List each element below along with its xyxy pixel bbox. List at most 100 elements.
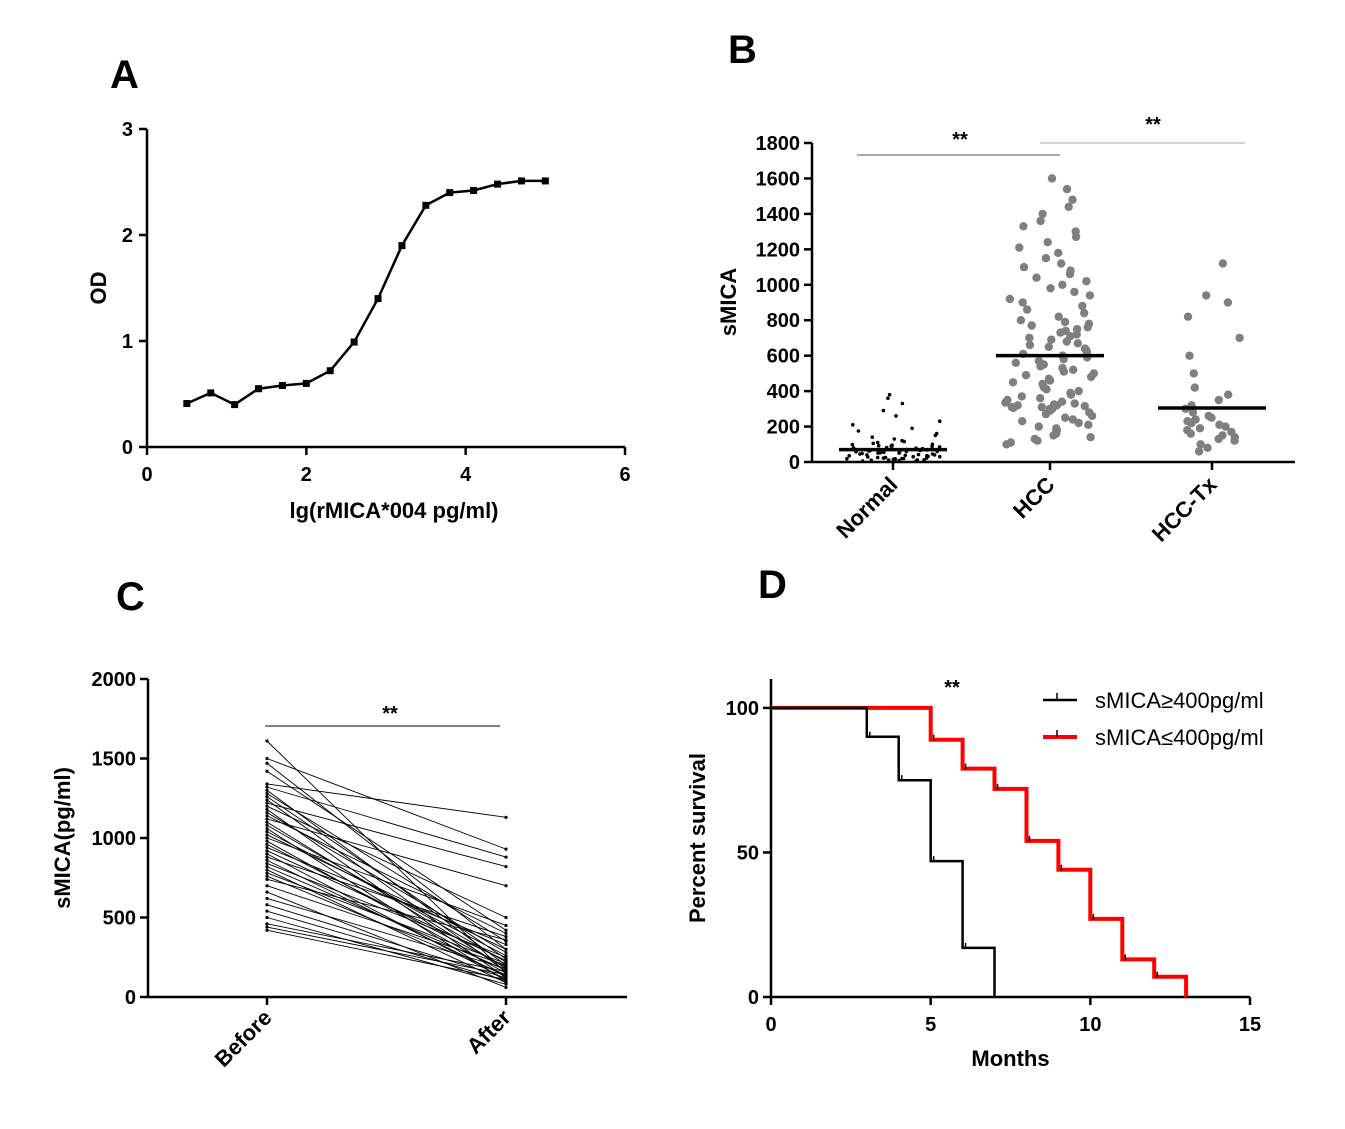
data-point	[1190, 383, 1200, 392]
data-point	[845, 457, 849, 461]
significance-label: **	[952, 129, 968, 151]
pair-line	[266, 805, 507, 918]
data-point	[504, 931, 508, 936]
pair-line	[266, 910, 507, 982]
data-point	[1027, 321, 1036, 330]
y-tick-label: 1200	[756, 239, 801, 261]
pair-line	[266, 802, 507, 868]
x-tick-label: 10	[1079, 1014, 1101, 1036]
data-point	[869, 458, 873, 463]
pair-line	[266, 847, 507, 945]
y-tick-label: 0	[122, 437, 133, 459]
data-point	[265, 769, 269, 773]
data-point	[265, 896, 269, 901]
significance-label: **	[382, 703, 398, 725]
data-point	[265, 823, 269, 827]
data-point	[265, 877, 269, 881]
pair-line	[266, 786, 507, 858]
y-tick-label: 200	[767, 417, 800, 439]
data-point	[938, 454, 942, 459]
data-point	[265, 782, 269, 786]
y-tick-label: 0	[125, 987, 136, 1009]
pair-line	[266, 856, 507, 938]
data-point	[265, 820, 269, 824]
data-point	[265, 788, 269, 792]
y-tick-label: 3	[122, 119, 133, 141]
data-point	[504, 973, 508, 977]
data-point	[1183, 417, 1192, 426]
panel-c-chart: 0 500 1000 1500 2000 Before After sMICA(pg/ml) *…	[50, 669, 627, 1072]
data-point	[446, 189, 454, 197]
data-point	[1080, 344, 1090, 353]
data-point	[398, 242, 406, 250]
data-point	[265, 810, 269, 815]
data-point	[1030, 434, 1040, 444]
data-point	[504, 934, 508, 939]
data-point	[1032, 273, 1041, 282]
data-point	[1183, 312, 1193, 321]
pair-line	[266, 796, 507, 960]
data-point	[1021, 371, 1031, 380]
data-point	[1080, 402, 1090, 411]
data-point	[1034, 422, 1044, 431]
pair-line	[266, 897, 507, 969]
data-point	[1086, 433, 1095, 442]
data-point	[265, 739, 269, 743]
data-point	[900, 438, 904, 443]
data-point	[1041, 254, 1051, 263]
data-point	[1043, 238, 1052, 247]
y-tick-label: 0	[748, 987, 759, 1009]
data-point	[1071, 227, 1080, 236]
data-point	[265, 915, 269, 920]
data-point	[1011, 358, 1020, 367]
data-point	[494, 180, 502, 188]
data-point	[1189, 369, 1199, 378]
data-point	[1073, 339, 1083, 348]
data-point	[1034, 356, 1044, 366]
data-point	[886, 458, 891, 463]
data-point	[1194, 447, 1204, 456]
data-point	[504, 915, 508, 920]
pair-line	[266, 929, 507, 980]
data-point	[1080, 308, 1089, 318]
data-point	[925, 454, 929, 458]
data-point	[504, 923, 508, 928]
data-point	[900, 401, 905, 406]
data-point	[915, 458, 920, 462]
pair-line	[266, 923, 507, 973]
pair-line	[266, 799, 507, 972]
data-point	[1037, 402, 1047, 412]
data-point	[1060, 317, 1070, 327]
data-point	[265, 836, 269, 840]
data-point	[1082, 277, 1091, 286]
data-point	[1202, 291, 1211, 300]
data-point	[265, 868, 269, 872]
legend-label: sMICA≤400pg/ml	[1095, 725, 1264, 750]
data-point	[504, 958, 508, 963]
data-point	[1015, 243, 1024, 252]
y-axis-title: sMICA(pg/ml)	[50, 767, 75, 909]
data-point	[517, 177, 525, 185]
data-point	[1008, 378, 1018, 387]
data-point	[1069, 365, 1078, 374]
data-point	[850, 442, 855, 447]
panel-b-chart: 0 200 400 600 800 1000 1200 1400 1600 1800 Normal H…	[716, 114, 1295, 547]
y-tick-label: 0	[789, 452, 800, 474]
pair-line	[266, 885, 507, 966]
pair-line	[266, 815, 507, 934]
x-tick-label: HCC	[1008, 472, 1059, 523]
pair-line	[266, 758, 507, 850]
data-point	[504, 966, 508, 970]
data-point	[265, 909, 269, 913]
x-tick-label: 0	[141, 464, 152, 486]
x-tick-label: Before	[210, 1005, 277, 1072]
data-point	[1078, 301, 1087, 311]
data-point	[470, 186, 478, 194]
data-point	[878, 451, 883, 455]
data-point	[886, 396, 890, 401]
data-point	[1018, 417, 1027, 426]
pair-line	[266, 863, 507, 958]
data-point	[265, 814, 269, 818]
data-point	[265, 756, 269, 761]
data-point	[1066, 266, 1075, 275]
